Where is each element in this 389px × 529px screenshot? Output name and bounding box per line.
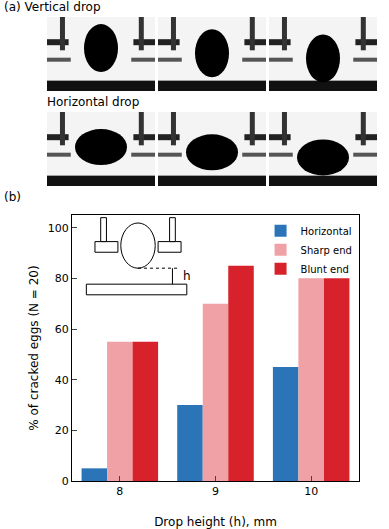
svg-text:Blunt end: Blunt end xyxy=(301,264,349,275)
svg-text:9: 9 xyxy=(212,485,219,498)
svg-text:20: 20 xyxy=(55,424,69,437)
html-text:Horizontal drop: Horizontal drop xyxy=(47,95,140,109)
svg-text:Drop height (h), mm: Drop height (h), mm xyxy=(154,515,277,529)
svg-text:Horizontal: Horizontal xyxy=(301,226,352,237)
svg-text:10: 10 xyxy=(304,485,318,498)
svg-text:80: 80 xyxy=(55,272,69,285)
svg-text:Sharp end: Sharp end xyxy=(301,245,352,256)
html-text:(b): (b) xyxy=(4,190,21,204)
svg-text:0: 0 xyxy=(62,475,69,488)
svg-text:8: 8 xyxy=(116,485,123,498)
svg-text:100: 100 xyxy=(48,222,69,235)
html-text:(a) Vertical drop: (a) Vertical drop xyxy=(4,0,101,14)
svg-text:h: h xyxy=(183,269,191,283)
svg-text:40: 40 xyxy=(55,374,69,387)
svg-text:% of cracked eggs (N = 20): % of cracked eggs (N = 20) xyxy=(27,265,41,430)
svg-text:60: 60 xyxy=(55,323,69,336)
